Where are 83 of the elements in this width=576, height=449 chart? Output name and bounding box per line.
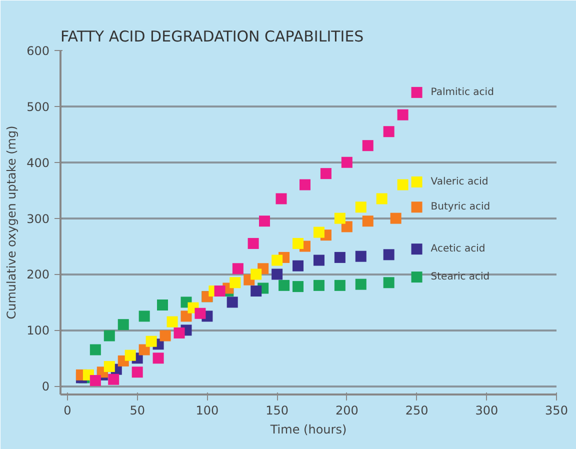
series-label: Valeric acid xyxy=(430,176,488,188)
point xyxy=(292,281,304,292)
x-tick-label: 0 xyxy=(64,404,72,418)
point xyxy=(258,216,270,227)
point xyxy=(300,179,311,190)
point xyxy=(411,272,422,283)
point xyxy=(272,268,283,280)
point xyxy=(320,168,332,180)
x-axis-title: Time (hours) xyxy=(269,422,347,436)
series-label: Palmitic acid xyxy=(430,86,494,98)
point xyxy=(124,350,136,361)
point xyxy=(180,310,192,322)
point xyxy=(383,126,394,138)
point xyxy=(118,319,129,330)
point xyxy=(390,212,402,224)
x-tick-label: 50 xyxy=(130,404,145,418)
point xyxy=(397,179,408,190)
point xyxy=(90,344,101,356)
point xyxy=(146,336,157,347)
point xyxy=(355,250,366,262)
point xyxy=(411,86,422,98)
point xyxy=(156,300,168,311)
point xyxy=(411,176,422,188)
x-tick-label: 100 xyxy=(196,404,219,418)
point xyxy=(313,254,324,266)
point xyxy=(292,260,304,272)
point xyxy=(166,316,178,328)
point xyxy=(132,366,143,378)
y-tick-label: 200 xyxy=(26,268,50,282)
point xyxy=(278,280,290,291)
x-tick-label: 300 xyxy=(475,404,498,418)
y-tick-label: 400 xyxy=(26,156,50,170)
series-label: Stearic acid xyxy=(430,272,490,283)
point xyxy=(214,286,226,297)
point xyxy=(152,352,164,364)
point xyxy=(250,268,262,280)
x-tick-label: 150 xyxy=(266,404,289,418)
point xyxy=(313,226,324,238)
point xyxy=(334,280,346,291)
point xyxy=(194,308,206,319)
point xyxy=(248,238,259,249)
point xyxy=(292,238,304,249)
x-tick-label: 350 xyxy=(545,404,568,418)
point xyxy=(272,254,283,266)
chart-title: FATTY ACID DEGRADATION CAPABILITIES xyxy=(60,28,364,46)
point xyxy=(276,193,287,204)
point xyxy=(362,140,374,152)
point xyxy=(341,156,352,168)
point xyxy=(108,374,120,385)
x-tick-label: 200 xyxy=(335,404,358,418)
point xyxy=(104,330,115,342)
y-tick-label: 500 xyxy=(26,100,50,114)
point xyxy=(334,252,346,263)
point xyxy=(250,286,262,297)
series-label: Butyric acid xyxy=(430,202,490,213)
point xyxy=(383,277,394,288)
series-label: Acetic acid xyxy=(430,244,486,255)
point xyxy=(313,280,324,291)
point xyxy=(355,278,366,290)
point xyxy=(104,361,115,372)
point xyxy=(334,212,346,224)
point xyxy=(226,296,238,308)
point xyxy=(411,244,422,255)
y-axis-title: Cumulative oxygen uptake (mg) xyxy=(4,126,19,320)
y-tick-label: 0 xyxy=(42,380,50,394)
point xyxy=(383,249,394,260)
point xyxy=(160,330,171,342)
point xyxy=(230,277,241,288)
y-tick-label: 600 xyxy=(26,44,50,58)
point xyxy=(362,216,374,227)
point xyxy=(397,109,408,120)
point xyxy=(232,263,244,274)
y-tick-label: 100 xyxy=(26,324,50,338)
point xyxy=(355,202,366,213)
point xyxy=(376,193,388,204)
point xyxy=(174,327,185,338)
y-tick-label: 300 xyxy=(26,212,50,226)
point xyxy=(341,221,352,232)
x-tick-label: 250 xyxy=(405,404,428,418)
point xyxy=(138,344,150,356)
point xyxy=(411,202,422,213)
point xyxy=(138,310,150,322)
point xyxy=(90,375,101,386)
